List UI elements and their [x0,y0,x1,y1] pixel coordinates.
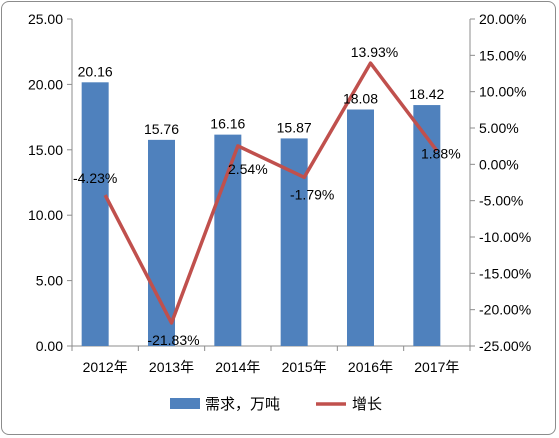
left-axis-tick-label: 20.00 [28,76,63,92]
right-axis-tick-label: 20.00% [479,11,526,27]
legend-demand-swatch [170,398,200,409]
demand-bar-data-label: 18.42 [409,86,444,102]
right-axis-tick-label: 5.00% [479,120,519,136]
legend-growth-label: 增长 [352,396,382,413]
left-axis-tick-label: 25.00 [28,11,63,27]
x-axis-category-label: 2012年 [83,359,128,375]
demand-bar [413,105,441,346]
x-axis-category-label: 2017年 [414,359,459,375]
growth-line-data-label: 13.93% [351,44,398,60]
growth-line-data-label: 2.54% [228,161,268,177]
growth-line-data-label: -4.23% [73,170,117,186]
left-axis-tick-label: 15.00 [28,142,63,158]
demand-bar-data-label: 18.08 [343,91,378,107]
demand-bar-data-label: 15.87 [277,119,312,135]
demand-bar [81,82,109,347]
demand-bar-data-label: 20.16 [78,63,113,79]
right-axis-tick-label: -15.00% [479,265,531,281]
x-axis-category-label: 2014年 [215,359,260,375]
x-axis-category-label: 2013年 [149,359,194,375]
right-axis-tick-label: -20.00% [479,302,531,318]
right-axis-tick-label: -10.00% [479,229,531,245]
demand-bar-data-label: 15.76 [144,121,179,137]
growth-line-data-label: 1.88% [421,146,461,162]
left-axis-tick-label: 10.00 [28,207,63,223]
legend-demand-label: 需求，万吨 [205,396,280,413]
demand-bar [347,109,374,346]
growth-line-data-label: -21.83% [147,332,199,348]
right-axis-tick-label: 15.00% [479,47,526,63]
left-axis-tick-label: 5.00 [36,273,63,289]
x-axis-category-label: 2015年 [282,359,327,375]
demand-bar [148,139,175,346]
right-axis-tick-label: 0.00% [479,156,519,172]
left-axis-tick-label: 0.00 [36,338,63,354]
growth-line [103,61,439,325]
right-axis-tick-label: -25.00% [479,338,531,354]
x-axis-category-label: 2016年 [348,359,393,375]
growth-line-data-label: -1.79% [290,186,334,202]
right-axis-tick-label: -5.00% [479,193,523,209]
demand-bar-data-label: 16.16 [210,116,245,132]
right-axis-tick-label: 10.00% [479,84,526,100]
